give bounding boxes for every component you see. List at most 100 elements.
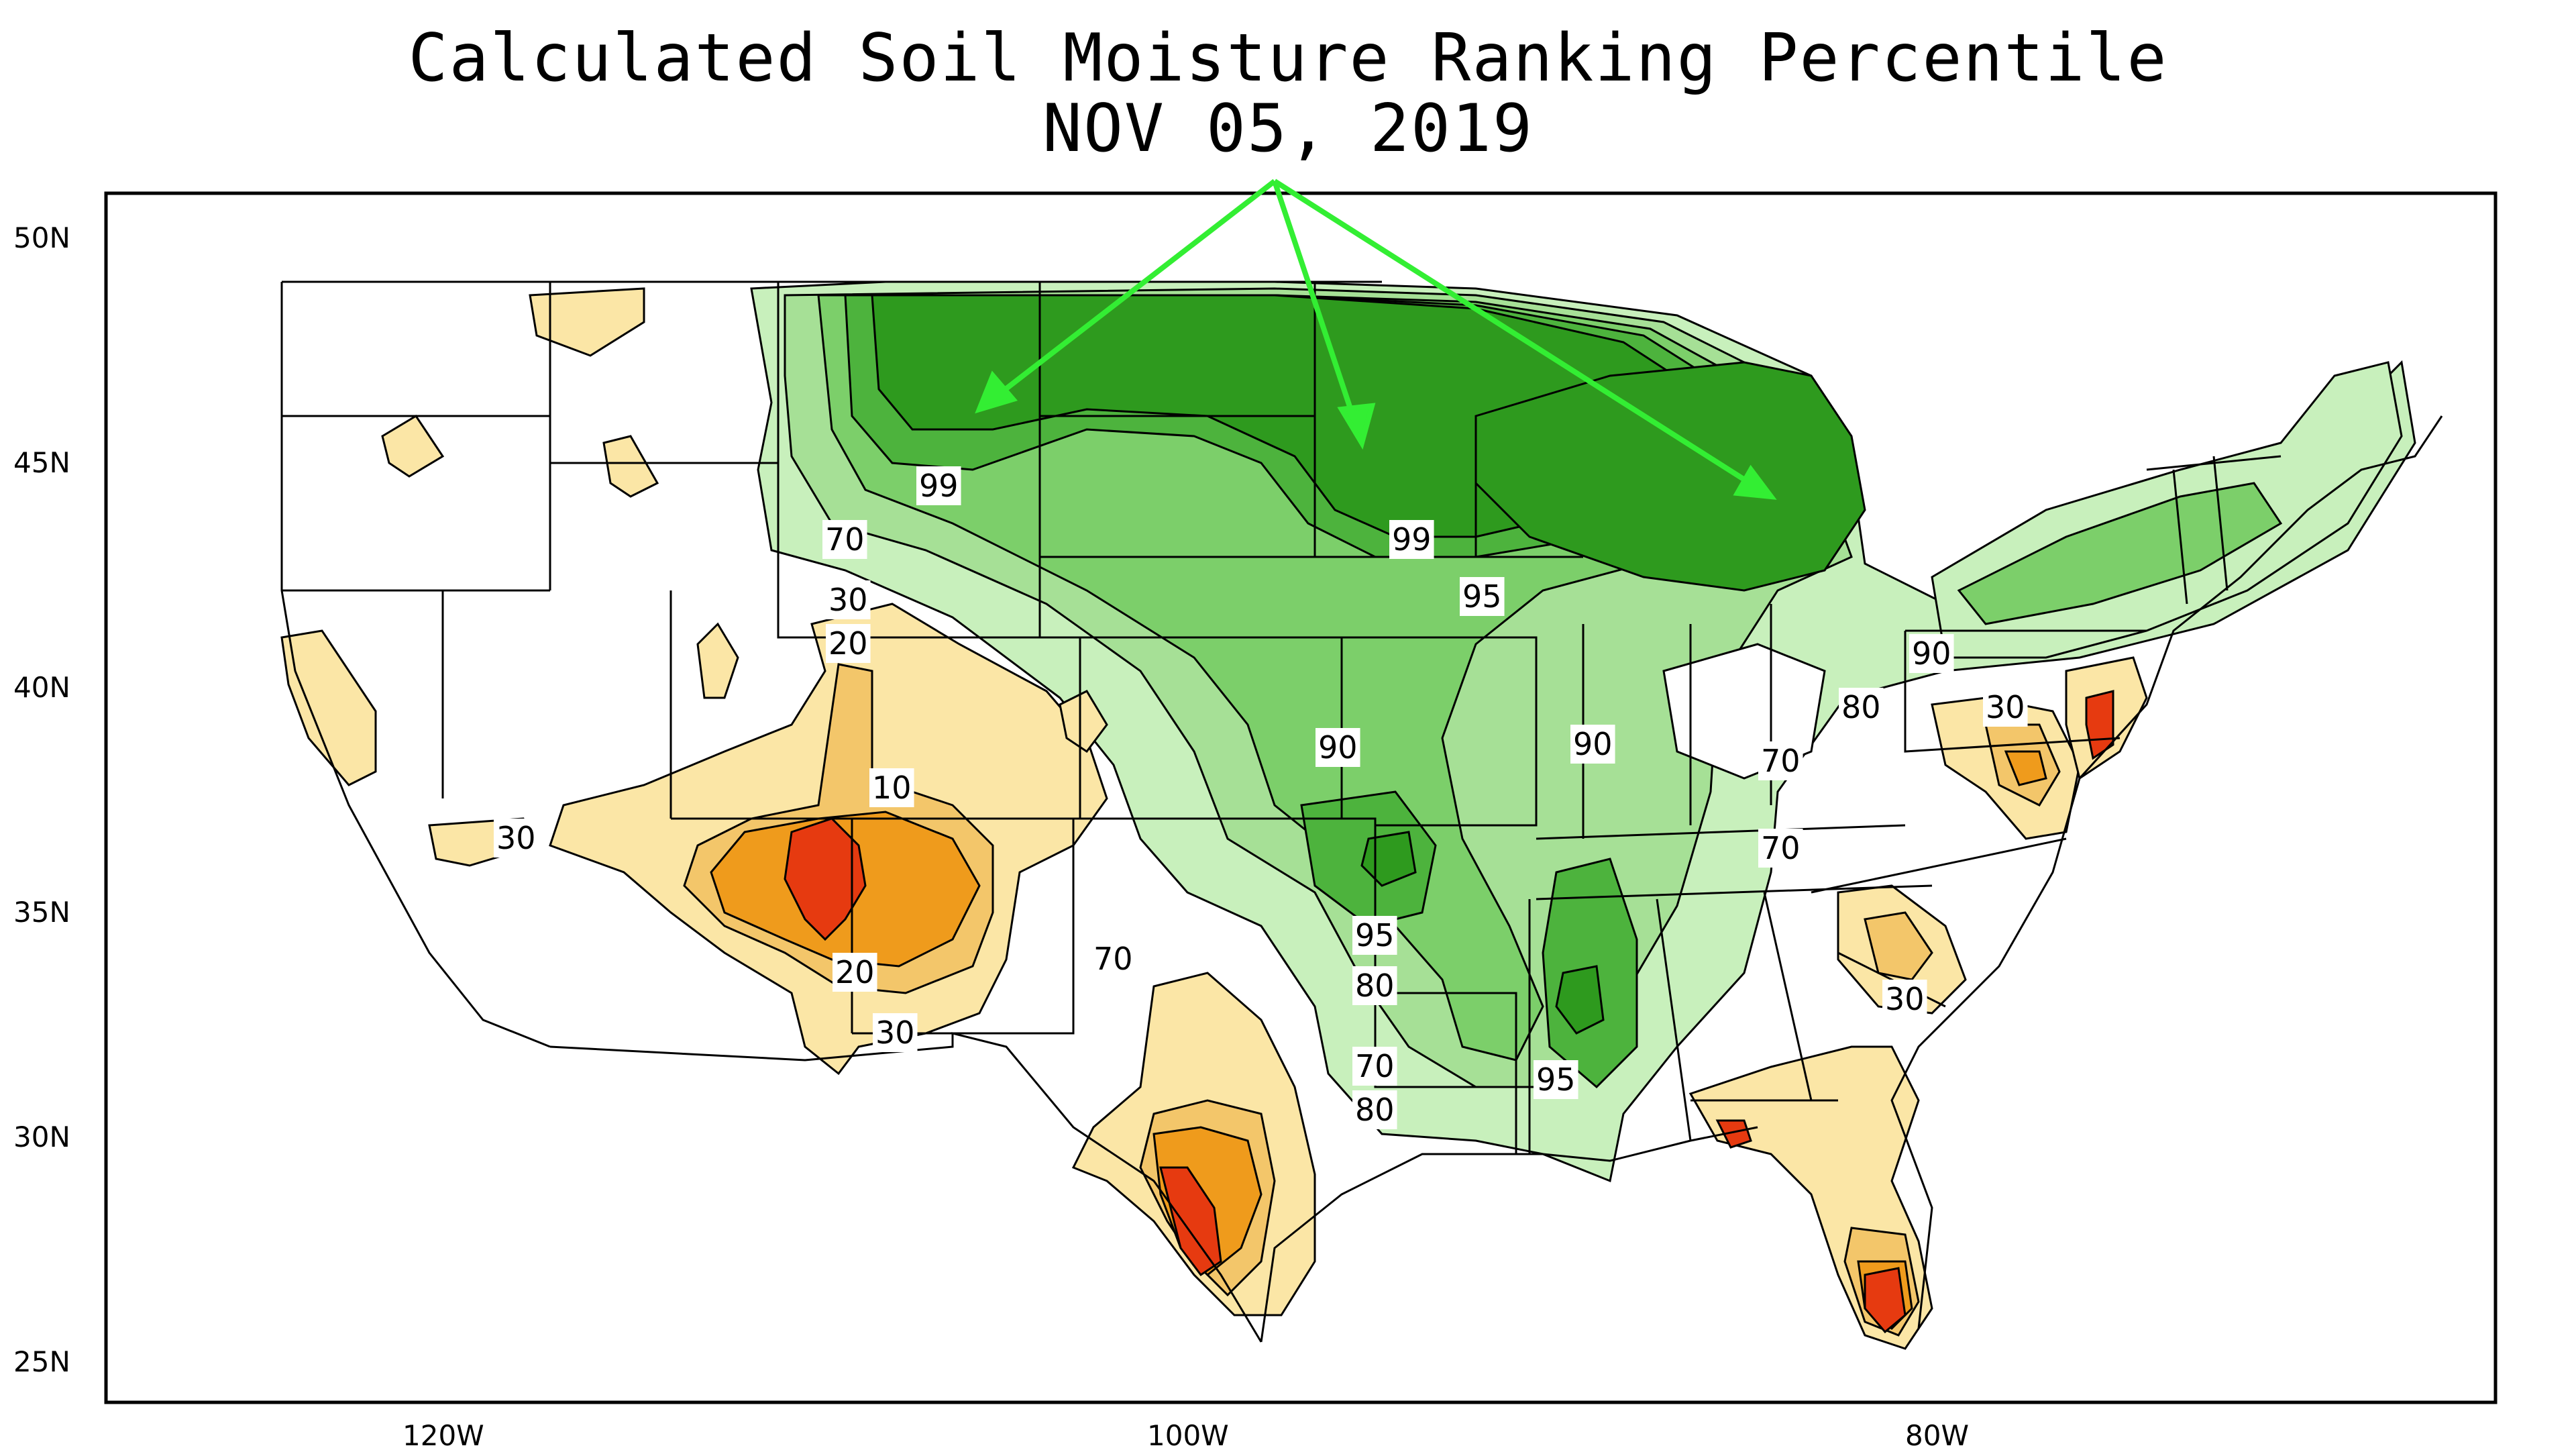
lat-label: 35N xyxy=(13,896,70,929)
contour-label: 70 xyxy=(1761,743,1801,779)
contour-2-newjersey xyxy=(2085,690,2114,760)
dry-region-southeast xyxy=(1688,656,2148,1350)
contour-label: 70 xyxy=(1355,1048,1395,1084)
contour-label-bg xyxy=(1758,829,1803,868)
boundary-va-nc xyxy=(1811,837,2067,894)
boundary-mo xyxy=(1342,636,1538,827)
contour-label-bg xyxy=(1570,725,1615,764)
contour-90-northeast xyxy=(1957,482,2283,625)
boundary-mn-ia xyxy=(1315,416,1583,558)
lat-label: 45N xyxy=(13,446,70,479)
arrow-to-greatlakes xyxy=(1273,178,1773,499)
contour-label: 90 xyxy=(1573,726,1613,762)
boundary-dakotas xyxy=(1038,282,1316,558)
contour-label-bg xyxy=(494,819,539,858)
patch-30-idaho xyxy=(529,287,645,357)
contour-label-bg xyxy=(1316,728,1360,767)
contour-label: 30 xyxy=(828,582,868,618)
contour-2-panhandle xyxy=(1715,1119,1752,1149)
boundary-tn xyxy=(1536,884,1933,900)
boundary-gulf xyxy=(1260,1126,1758,1343)
contour-label: 30 xyxy=(1986,689,2025,725)
contour-label: 99 xyxy=(1392,521,1432,558)
contour-label: 70 xyxy=(825,521,865,558)
contour-label-bg xyxy=(916,466,961,505)
contour-label-bg xyxy=(1534,1060,1578,1099)
contour-20-carolina xyxy=(1864,911,1933,981)
arrowhead-dakotas xyxy=(1337,403,1376,450)
contour-label: 70 xyxy=(1761,830,1801,866)
contour-label: 80 xyxy=(1841,689,1881,725)
state-boundaries xyxy=(280,280,2443,1343)
contour-label-bg xyxy=(1352,916,1397,955)
contour-label-bg xyxy=(1091,939,1136,978)
lat-label: 40N xyxy=(13,671,70,704)
contour-2-florida xyxy=(1864,1267,1907,1334)
lat-label: 25N xyxy=(13,1345,70,1378)
contour-label: 80 xyxy=(1355,968,1395,1004)
contour-99-greatlakes xyxy=(1474,361,1866,592)
boundary-ar-la xyxy=(1374,992,1517,1154)
boundary-new-england xyxy=(2146,455,2282,605)
contour-label-bg xyxy=(826,624,871,663)
patch-30-idaho-south xyxy=(602,435,659,498)
arrow-to-montana xyxy=(977,178,1277,412)
lon-label: 120W xyxy=(402,1419,484,1452)
contour-10-midatlantic xyxy=(2004,750,2047,786)
lon-label: 80W xyxy=(1905,1419,1969,1452)
contour-label-bg xyxy=(1909,634,1954,673)
contour-2-southwest xyxy=(784,817,867,941)
contour-labels: 99 70 30 20 10 30 20 30 70 99 95 90 90 8… xyxy=(494,466,2028,1129)
contour-label: 95 xyxy=(1462,578,1502,615)
contour-label-bg xyxy=(1352,966,1397,1005)
patch-30-oregon xyxy=(381,414,445,478)
boundary-ms-al xyxy=(1528,898,1692,1154)
boundary-east-coast xyxy=(1890,415,2443,1329)
patch-30-nevada xyxy=(696,622,739,699)
contour-2-texas xyxy=(1159,1166,1222,1277)
map-date: NOV 05, 2019 xyxy=(1042,91,1534,167)
contour-label: 20 xyxy=(828,625,868,662)
map-title: Calculated Soil Moisture Ranking Percent… xyxy=(408,20,2168,97)
contour-label: 95 xyxy=(1355,917,1395,953)
arrowhead-montana xyxy=(975,370,1018,414)
contour-label-bg xyxy=(822,520,867,559)
contour-99-mississippi xyxy=(1555,965,1605,1035)
contour-label: 30 xyxy=(875,1015,915,1051)
lon-label: 100W xyxy=(1147,1419,1229,1452)
arrow-to-dakotas xyxy=(1272,180,1364,444)
contour-label-bg xyxy=(1389,520,1434,559)
contour-label-bg xyxy=(826,580,871,619)
contour-label: 20 xyxy=(835,954,875,990)
contour-label: 90 xyxy=(1318,729,1358,766)
contour-label-bg xyxy=(1460,577,1505,616)
contour-label: 95 xyxy=(1536,1061,1576,1098)
contour-label-bg xyxy=(1758,741,1803,780)
dry-region-southwest xyxy=(280,287,1108,1076)
contour-label-bg xyxy=(1983,688,2028,727)
contour-label-bg xyxy=(1352,1047,1397,1086)
contour-label: 80 xyxy=(1355,1092,1395,1128)
annotation-arrows xyxy=(975,178,1777,500)
contour-label-bg xyxy=(1882,980,1927,1019)
contour-label: 99 xyxy=(919,468,959,504)
contour-label-bg xyxy=(833,953,877,992)
boundary-ky xyxy=(1536,824,1906,840)
patch-30-colorado-east xyxy=(1059,690,1108,754)
contour-label: 10 xyxy=(872,770,912,806)
lat-label: 30N xyxy=(13,1121,70,1153)
contour-label: 30 xyxy=(496,820,536,856)
dry-region-texas xyxy=(1071,972,1316,1316)
patch-30-central-cal xyxy=(280,629,377,786)
boundary-mexico xyxy=(549,1032,1263,1343)
contour-label: 70 xyxy=(1093,941,1133,977)
boundary-nm-tx xyxy=(852,819,1075,1035)
contour-label-bg xyxy=(1839,688,1884,727)
contour-label: 90 xyxy=(1912,635,1951,672)
lat-label: 50N xyxy=(13,221,70,254)
contour-label-bg xyxy=(869,768,914,807)
contour-label-bg xyxy=(1352,1090,1397,1129)
arrowhead-greatlakes xyxy=(1733,464,1777,500)
boundary-pa-ny xyxy=(1904,629,2147,753)
